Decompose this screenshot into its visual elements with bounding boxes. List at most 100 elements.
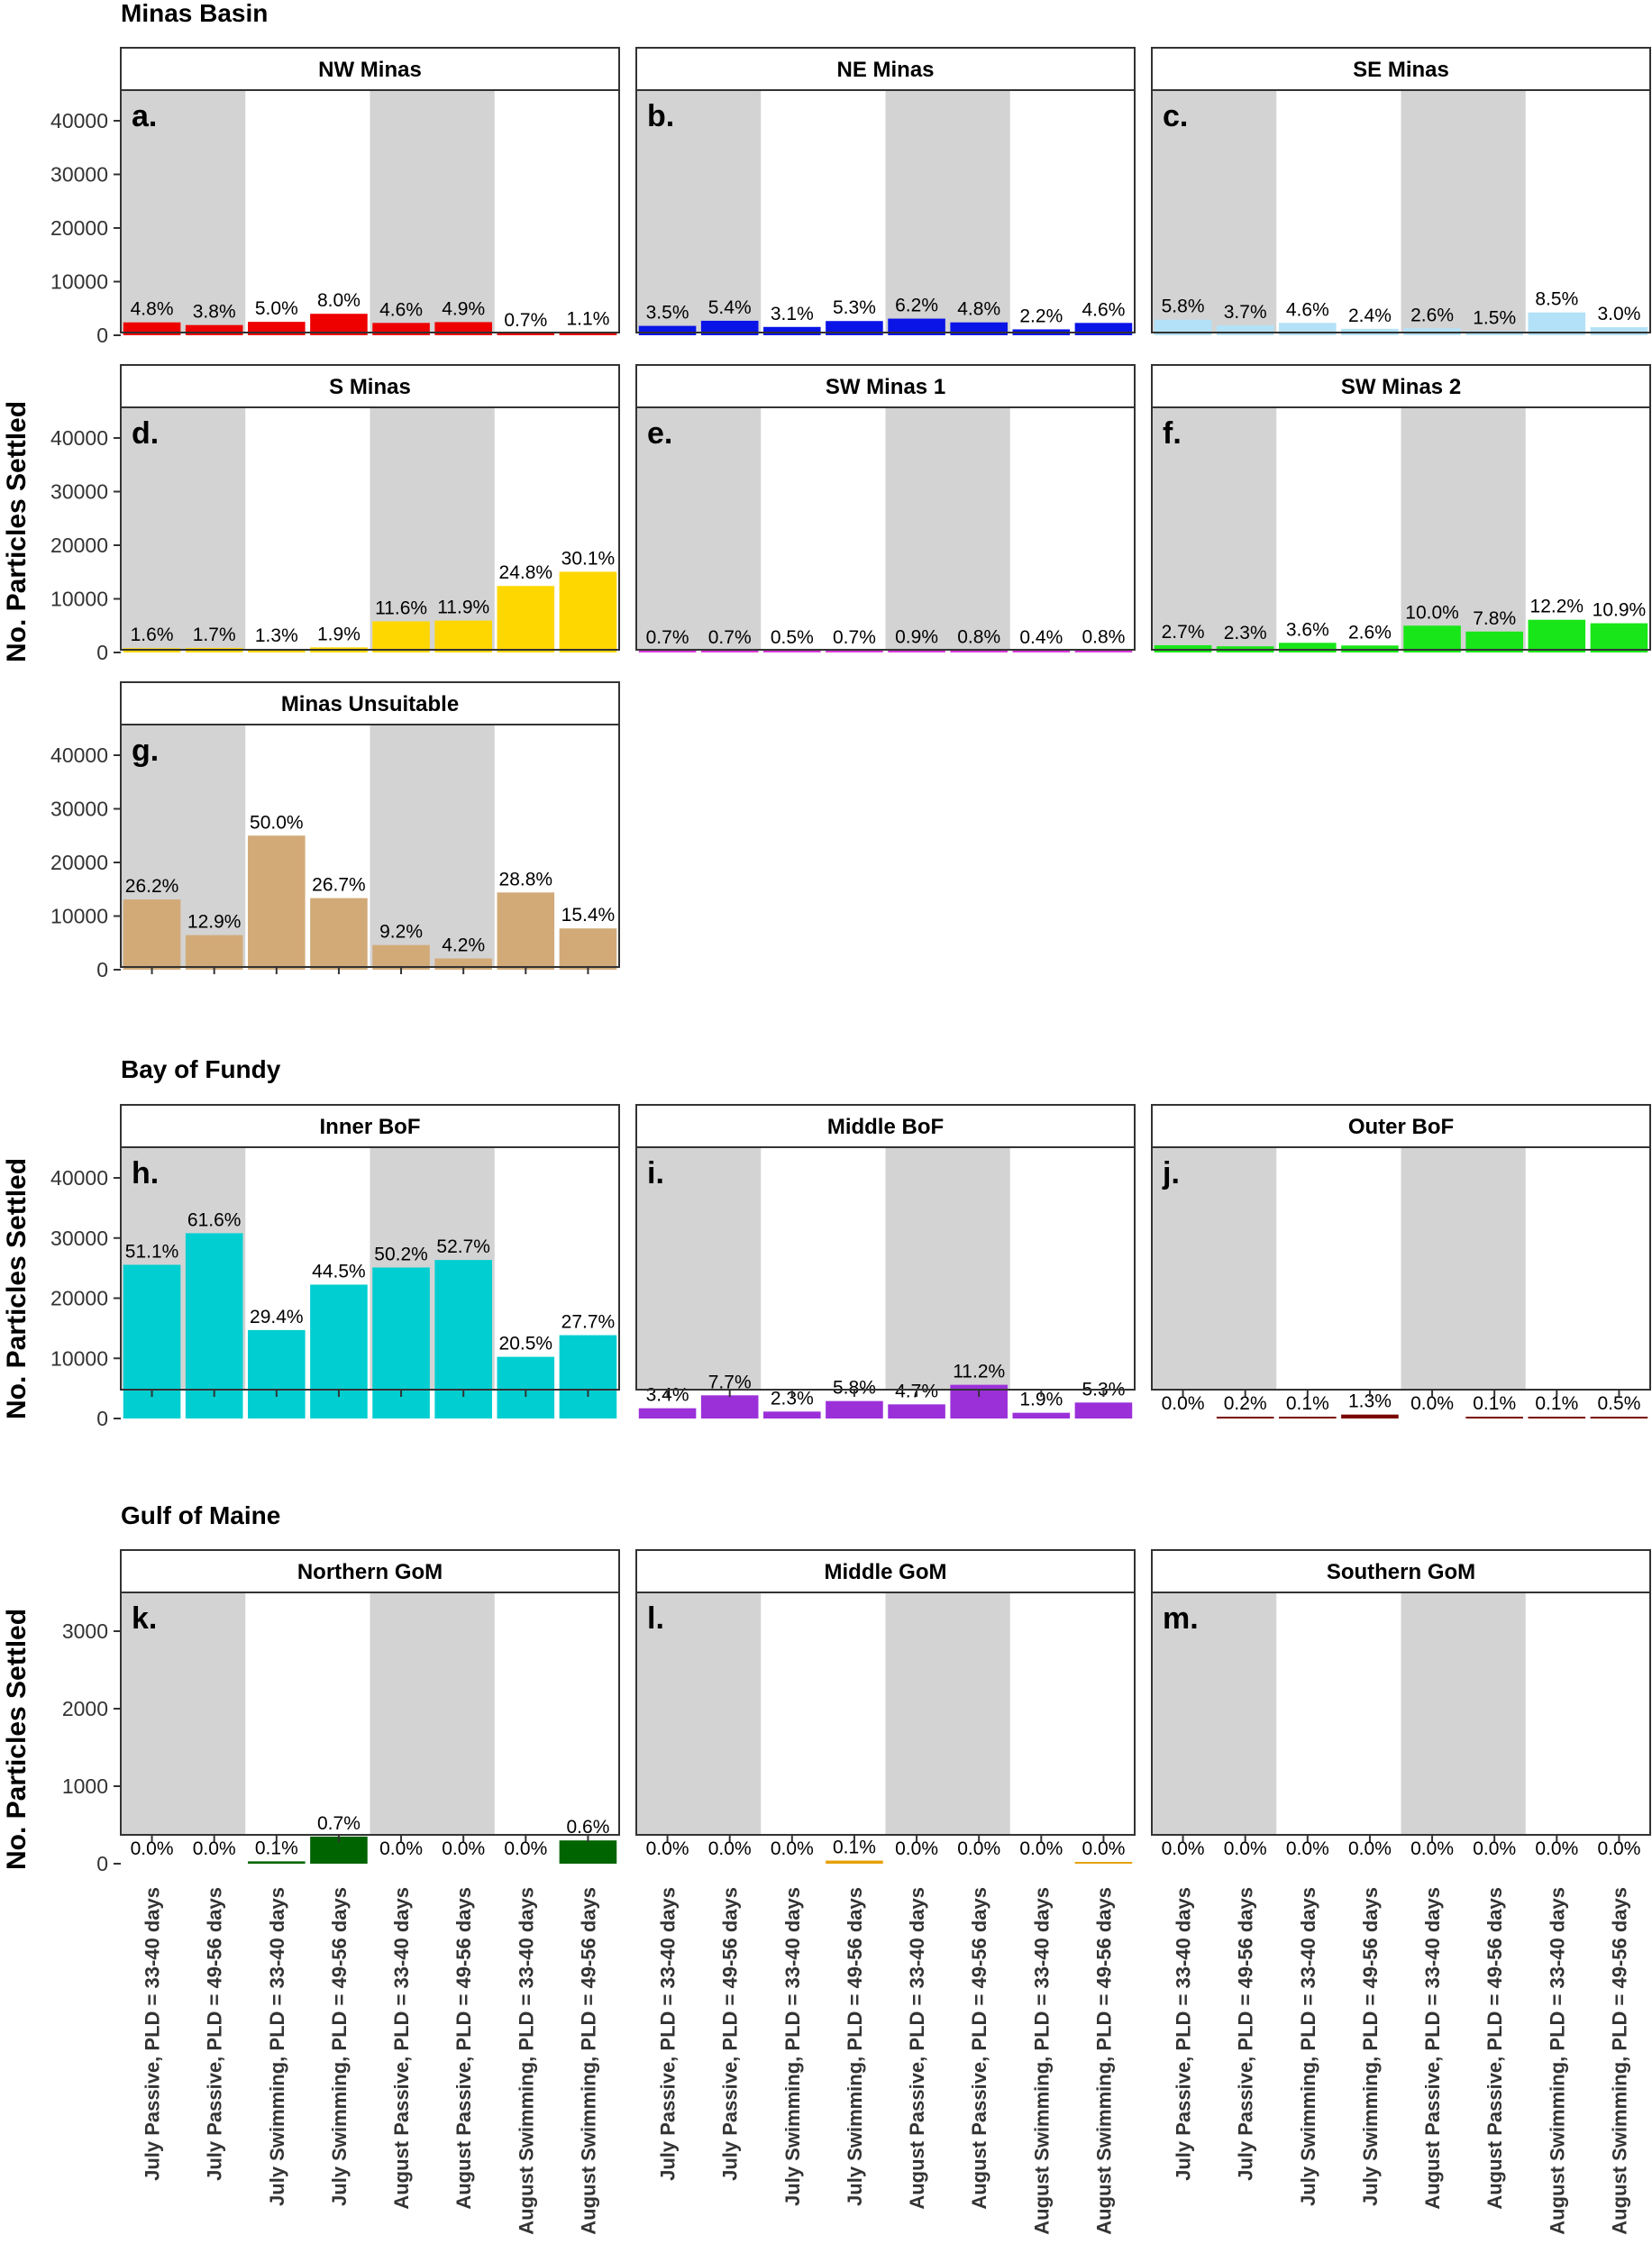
bar-value-label: 24.8% bbox=[499, 562, 553, 583]
bar-value-label: 2.4% bbox=[1348, 306, 1392, 326]
y-axis-label-bof: No. Particles Settled bbox=[2, 1158, 32, 1419]
panel-letter: m. bbox=[1163, 1601, 1199, 1636]
bar-value-label: 0.0% bbox=[504, 1838, 547, 1859]
bar-value-label: 5.8% bbox=[1162, 296, 1205, 317]
y-axis-label-gom: No. Particles Settled bbox=[2, 1609, 32, 1870]
bar-value-label: 0.7% bbox=[833, 627, 876, 648]
panel-southern-gom: Southern GoM 0.0% 0.0% 0.0% 0.0% 0.0% 0.0% 0.0%… bbox=[1151, 1549, 1651, 1859]
plot-border bbox=[635, 406, 1136, 651]
x-category-label: August Swimming, PLD = 49-56 days bbox=[577, 1887, 599, 2235]
y-tick-label: 40000 bbox=[50, 743, 108, 767]
x-category-label: August Swimming, PLD = 33-40 days bbox=[1030, 1887, 1053, 2235]
panel-title: Middle GoM bbox=[825, 1560, 947, 1584]
bar-8 bbox=[559, 1840, 617, 1864]
group-title-bay-of-fundy: Bay of Fundy bbox=[121, 1055, 281, 1083]
y-tick-label: 3000 bbox=[62, 1619, 108, 1643]
panel-nw-minas: NW Minas 4.8% 3.8% 5.0% 8.0% 4.6% 4.9% 0.7% 1.1%… bbox=[50, 47, 620, 347]
bar-value-label: 0.0% bbox=[708, 1838, 752, 1859]
bar-value-label: 30.1% bbox=[561, 548, 616, 569]
bar-value-label: 5.8% bbox=[833, 1378, 876, 1399]
bar-4 bbox=[310, 898, 368, 970]
bar-1 bbox=[1154, 319, 1212, 335]
bar-8 bbox=[1590, 1417, 1648, 1418]
y-tick-label: 30000 bbox=[50, 163, 108, 187]
x-category-label: July Swimming, PLD = 49-56 days bbox=[328, 1887, 351, 2206]
panel-strip bbox=[1151, 364, 1651, 408]
bar-2 bbox=[185, 1233, 243, 1418]
bar-7 bbox=[1012, 651, 1071, 652]
bar-7 bbox=[497, 586, 555, 652]
bar-3 bbox=[248, 1861, 306, 1864]
group-title-gulf-of-maine: Gulf of Maine bbox=[121, 1501, 280, 1529]
bar-value-label: 28.8% bbox=[499, 869, 553, 889]
shaded-band bbox=[1152, 90, 1277, 333]
panel-title: NE Minas bbox=[836, 58, 934, 82]
panel-letter: b. bbox=[647, 99, 674, 133]
panel-letter: f. bbox=[1163, 416, 1182, 451]
y-tick-label: 10000 bbox=[50, 588, 108, 611]
bar-value-label: 1.9% bbox=[317, 624, 361, 644]
x-category-label: July Passive, PLD = 49-56 days bbox=[719, 1887, 742, 2181]
bar-value-label: 12.2% bbox=[1530, 597, 1584, 617]
bar-8 bbox=[1590, 623, 1648, 652]
bar-value-label: 5.3% bbox=[833, 297, 876, 318]
y-tick-label: 0 bbox=[96, 641, 108, 664]
panel-strip bbox=[120, 1104, 620, 1148]
bar-6 bbox=[1465, 1417, 1523, 1418]
bar-value-label: 4.2% bbox=[442, 935, 485, 956]
plot-border bbox=[635, 89, 1136, 333]
bar-value-label: 1.1% bbox=[567, 309, 610, 330]
bar-1 bbox=[1154, 644, 1212, 652]
panel-letter: d. bbox=[132, 416, 159, 451]
x-category-label: August Swimming, PLD = 49-56 days bbox=[1608, 1887, 1630, 2235]
x-category-label: August Swimming, PLD = 33-40 days bbox=[1546, 1887, 1568, 2235]
bar-8 bbox=[559, 1335, 617, 1418]
panel-letter: c. bbox=[1163, 99, 1188, 133]
bar-value-label: 4.6% bbox=[1286, 299, 1329, 320]
bar-4 bbox=[826, 1860, 883, 1864]
panel-title: Minas Unsuitable bbox=[281, 692, 459, 716]
bar-value-label: 0.7% bbox=[646, 627, 689, 648]
x-axis-category-labels: July Passive, PLD = 33-40 days July Passi… bbox=[141, 1887, 1631, 2235]
bar-value-label: 4.8% bbox=[131, 299, 174, 320]
panel-title: SW Minas 2 bbox=[1341, 375, 1461, 399]
bar-value-label: 8.0% bbox=[317, 290, 361, 311]
x-category-label: July Passive, PLD = 33-40 days bbox=[1173, 1887, 1195, 2181]
shaded-band bbox=[636, 407, 762, 650]
bar-value-label: 3.8% bbox=[193, 302, 236, 323]
bar-6 bbox=[950, 650, 1008, 652]
y-tick-label: 10000 bbox=[50, 270, 108, 294]
bar-2 bbox=[700, 650, 759, 652]
bar-value-label: 0.0% bbox=[131, 1838, 174, 1859]
bar-7 bbox=[497, 333, 555, 335]
y-axis-label-minas: No. Particles Settled bbox=[2, 401, 32, 662]
shaded-band bbox=[121, 90, 246, 333]
panel-title: SE Minas bbox=[1353, 58, 1449, 82]
group-title-minas-basin: Minas Basin bbox=[121, 0, 268, 27]
plot-border bbox=[635, 1146, 1136, 1391]
bar-3 bbox=[763, 1411, 821, 1418]
bar-value-label: 2.6% bbox=[1410, 305, 1454, 325]
bar-value-label: 2.3% bbox=[1224, 623, 1267, 643]
x-category-label: July Passive, PLD = 49-56 days bbox=[204, 1887, 226, 2181]
panel-letter: g. bbox=[132, 734, 159, 768]
bar-3 bbox=[763, 326, 821, 335]
panel-title: S Minas bbox=[329, 375, 411, 399]
y-tick-label: 0 bbox=[96, 958, 108, 981]
bar-value-label: 2.2% bbox=[1019, 306, 1063, 326]
bar-3 bbox=[1279, 643, 1337, 652]
bar-value-label: 0.1% bbox=[255, 1838, 298, 1858]
plot-border bbox=[1151, 1592, 1651, 1836]
bar-value-label: 0.0% bbox=[1162, 1838, 1205, 1859]
panel-strip bbox=[120, 1549, 620, 1593]
bar-value-label: 1.9% bbox=[1019, 1390, 1063, 1410]
bar-value-label: 11.6% bbox=[375, 597, 427, 618]
panel-letter: k. bbox=[132, 1601, 157, 1636]
x-category-label: August Passive, PLD = 49-56 days bbox=[452, 1887, 475, 2210]
bar-value-label: 0.0% bbox=[771, 1838, 814, 1859]
bar-value-label: 11.2% bbox=[953, 1362, 1005, 1382]
bar-value-label: 50.0% bbox=[250, 812, 304, 833]
bar-3 bbox=[1279, 1417, 1337, 1418]
bar-value-label: 0.2% bbox=[1224, 1393, 1267, 1414]
